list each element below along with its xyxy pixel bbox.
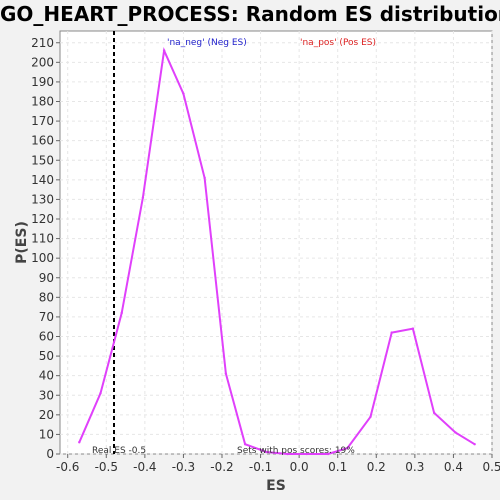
x-tick-label: -0.5 (95, 460, 118, 474)
y-tick-label: 180 (31, 95, 54, 109)
series-point (432, 411, 436, 415)
series-point (162, 49, 166, 52)
series-point (473, 443, 476, 446)
y-tick-label: 150 (31, 153, 54, 167)
y-tick-label: 170 (31, 114, 54, 128)
series-point (305, 452, 309, 456)
legend-pos: 'na_pos' (Pos ES) (300, 38, 376, 48)
series-point (411, 327, 415, 330)
series-point (203, 176, 206, 180)
y-axis: 0 10 20 30 40 50 60 70 80 90 100 110 120 130 140 150 160… (31, 36, 60, 461)
series-points (78, 49, 476, 456)
y-tick-label: 190 (31, 75, 54, 89)
x-tick-label: -0.6 (56, 460, 79, 474)
x-tick-label: 0.5 (482, 460, 500, 474)
x-tick-label: 0.4 (444, 460, 463, 474)
series-point (390, 331, 393, 334)
y-tick-label: 40 (39, 369, 54, 383)
grid-lines (60, 31, 493, 455)
series-point (286, 452, 289, 456)
x-tick-label: -0.4 (133, 460, 156, 474)
y-tick-label: 80 (39, 290, 54, 304)
series-point (224, 372, 228, 375)
y-tick-label: 160 (31, 134, 54, 148)
x-tick-label: -0.1 (249, 460, 272, 474)
y-tick-label: 110 (31, 232, 54, 246)
series-point (326, 452, 330, 456)
y-tick-label: 90 (39, 271, 54, 285)
y-tick-label: 20 (39, 408, 54, 422)
y-tick-label: 50 (39, 349, 54, 363)
series-point (369, 415, 372, 418)
x-axis-title: ES (266, 478, 286, 494)
series-point (99, 392, 102, 395)
x-axis: -0.6 -0.5 -0.4 -0.3 -0.2 -0.1 0.0 0.1 0.2 0.3 0.4 0… (56, 454, 500, 474)
chart-title: GO_HEART_PROCESS: Random ES distribution (0, 2, 500, 26)
series-point (78, 441, 81, 444)
real-es-label: Real ES -0.5 (92, 446, 146, 456)
y-tick-label: 140 (31, 173, 54, 187)
y-tick-label: 120 (31, 212, 54, 226)
series-point (120, 311, 123, 315)
series-point (141, 196, 145, 199)
y-tick-label: 0 (46, 447, 54, 461)
series-point (265, 450, 268, 454)
pos-scores-annotation: Sets with pos scores: 19% (237, 446, 355, 456)
x-tick-label: 0.2 (367, 460, 386, 474)
y-tick-label: 60 (39, 330, 54, 344)
series-point (182, 92, 185, 95)
y-axis-title: P(ES) (14, 221, 30, 264)
x-tick-label: 0.3 (405, 460, 424, 474)
y-tick-label: 130 (31, 192, 54, 206)
legend-neg: 'na_neg' (Neg ES) (167, 38, 247, 48)
y-tick-label: 100 (31, 251, 54, 265)
y-tick-label: 210 (31, 36, 54, 50)
plot-area (59, 30, 493, 455)
x-tick-label: 0.1 (328, 460, 347, 474)
x-tick-label: -0.2 (210, 460, 233, 474)
y-tick-label: 200 (31, 55, 54, 69)
y-tick-label: 30 (39, 388, 54, 402)
series-point (454, 431, 457, 434)
x-tick-label: -0.3 (172, 460, 195, 474)
series-line (78, 47, 476, 455)
y-tick-label: 70 (39, 310, 54, 324)
series-point (346, 446, 349, 450)
x-tick-label: 0.0 (290, 460, 309, 474)
y-tick-label: 10 (39, 427, 54, 441)
series-point (243, 443, 247, 446)
